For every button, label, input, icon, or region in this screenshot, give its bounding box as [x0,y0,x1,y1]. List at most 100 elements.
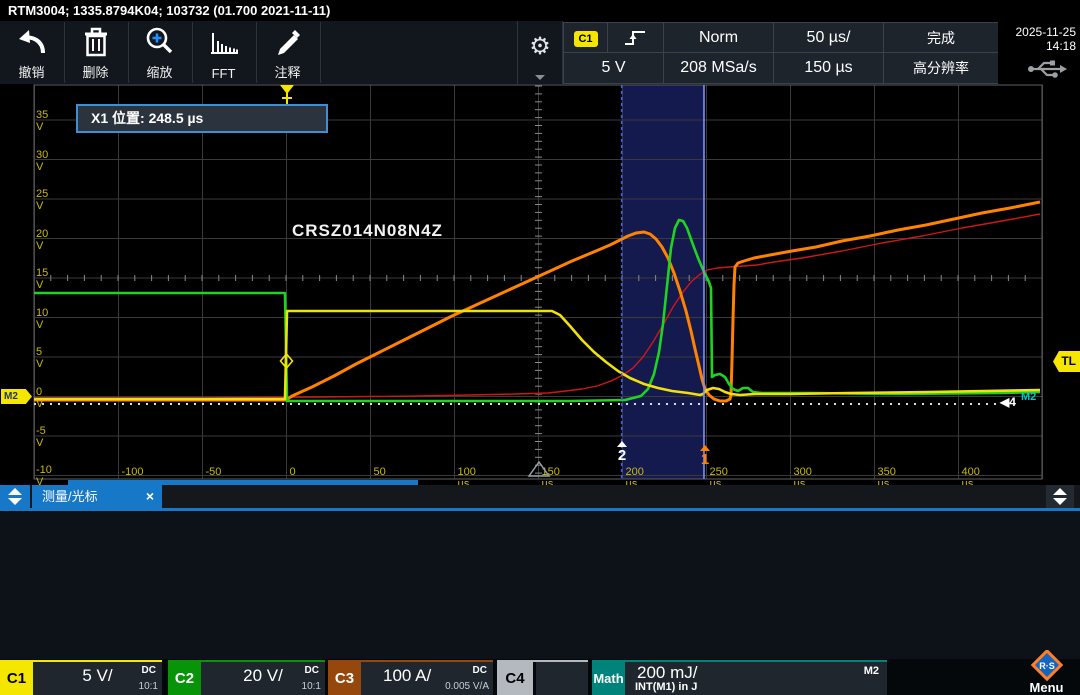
t-axis-label: -50 µs [205,466,222,490]
toolbar-separator [256,22,257,83]
undo-button[interactable]: 撤销 [0,21,63,84]
gear-icon: ⚙ [529,33,551,60]
trigger-position-marker[interactable] [278,85,296,107]
toolbar-separator [128,22,129,83]
channel-c1-widget[interactable]: C1 5 V/ DC 10:1 [0,660,162,695]
t-axis-label: 0 s [289,466,296,490]
channel-math-widget[interactable]: Math 200 mJ/ INT(M1) in J M2 [592,660,887,695]
v-axis-label: 35 V [36,109,49,133]
trash-icon [79,25,113,59]
trigger-level-flag[interactable]: TL [1053,351,1080,372]
toolbar-separator [64,22,65,83]
v-axis-label: -5 V [36,425,46,449]
trigger-mode-cell[interactable]: Norm [663,22,774,53]
rising-edge-icon [608,27,663,49]
t-axis-label: -100 µs [121,466,144,490]
panel-updown-left[interactable] [0,485,30,508]
undo-icon [14,25,50,59]
trigger-source-cell[interactable]: C1 [563,22,608,53]
zoom-icon [143,25,177,59]
annotation-text: CRSZ014N08N4Z [292,221,443,240]
trigger-slope-cell[interactable] [607,22,664,53]
math-scale: 200 mJ/ [637,663,698,682]
arrow-up-icon [8,488,22,495]
usb-icon [1026,57,1068,81]
cursor2-handle[interactable]: 2 [613,441,631,464]
c1-scale: 5 V/ [82,666,113,685]
channel-ground-marker[interactable]: M2 [1,389,32,404]
sample-rate-cell[interactable]: 208 MSa/s [663,52,774,84]
horizontal-scroll-indicator[interactable] [68,480,418,485]
arrow-down-icon [1053,498,1067,505]
channel-bar: C1 5 V/ DC 10:1 C2 20 V/ DC 10:1 C3 100 … [0,659,1080,695]
v-axis-label: 25 V [36,188,49,212]
menu-button[interactable]: R·S Menu [1013,650,1080,695]
vertical-scale-cell[interactable]: 5 V [563,52,664,84]
t-axis-label: 350 µs [877,466,896,490]
reference-point-marker[interactable] [526,459,552,479]
cursor1-handle[interactable]: 1 [696,445,714,468]
timebase-cell[interactable]: 50 µs/ [773,22,884,53]
datetime-block: 2025-11-25 14:18 [998,21,1080,84]
toolbar-separator [192,22,193,83]
v-axis-label: 5 V [36,346,44,370]
v-axis-label: 30 V [36,148,49,173]
tab-measure-cursor[interactable]: 测量/光标 × [32,485,162,508]
c3-probe: 0.005 V/A [445,681,489,692]
v-axis-label: 10 V [36,306,49,331]
acquisition-status-cell[interactable]: 完成 [883,22,999,53]
c3-scale: 100 A/ [383,666,432,685]
date-text: 2025-11-25 [1015,25,1077,39]
trigger-source-badge: C1 [573,30,598,47]
math-ref: M2 [863,665,879,677]
record-length-cell[interactable]: 150 µs [773,52,884,84]
cursor1-arrow-icon [700,445,710,451]
close-icon[interactable]: × [145,488,154,504]
c4-ground-marker[interactable]: ◀4 [1000,395,1016,409]
toolbar: 撤销 删除 缩放 FFT 注释 [0,21,517,84]
settings-gear-column[interactable]: ⚙ [517,21,563,84]
c2-probe: 10:1 [301,681,321,692]
arrow-up-icon [1053,488,1067,495]
c3-label: C3 [328,662,361,695]
c1-label: C1 [0,662,33,695]
measurement-panel: C1Vp+: 12.026 VC2Vp+: 91.673 VC3[]Vp+: 4… [0,511,1080,659]
fft-icon [206,25,242,59]
v-axis-label: -10 V [36,464,52,488]
math-detail: INT(M1) in J [635,681,698,693]
v-axis-label: 20 V [36,227,49,252]
channel-c2-widget[interactable]: C2 20 V/ DC 10:1 [168,660,325,695]
c2-coupling: DC [304,665,319,676]
annotate-icon [271,25,305,59]
rs-logo-icon: R·S [1028,650,1066,684]
cursor2-arrow-icon [617,441,627,447]
t-axis-label: 150 µs [541,466,560,490]
channel-c4-widget[interactable]: C4 [497,660,588,695]
c1-probe: 10:1 [138,681,158,692]
c4-label: C4 [497,662,533,695]
svg-text:R·S: R·S [1039,661,1055,671]
arrow-down-icon [8,498,22,505]
tab-underline [0,508,1080,511]
toolbar-separator [320,22,321,83]
waveform-plot [33,84,1043,480]
resolution-mode-cell[interactable]: 高分辨率 [883,52,999,84]
c2-scale: 20 V/ [243,666,283,685]
v-axis-label: 15 V [36,267,49,291]
delete-button[interactable]: 删除 [64,21,127,84]
cursor-position-tooltip: X1 位置: 248.5 µs [76,104,328,133]
time-text: 14:18 [1045,39,1076,53]
fft-button[interactable]: FFT [192,21,255,84]
zoom-button[interactable]: 缩放 [128,21,191,84]
panel-updown-right[interactable] [1046,485,1074,508]
annotate-button[interactable]: 注释 [256,21,319,84]
t-axis-label: 250 µs [709,466,728,490]
c1-coupling: DC [141,665,156,676]
result-tab-bar: 测量/光标 × [0,485,1080,508]
channel-c3-widget[interactable]: C3 100 A/ DC 0.005 V/A [328,660,493,695]
c3-coupling: DC [472,665,487,676]
m2-trace-label: M2 [1021,391,1037,403]
t-axis-label: 100 µs [457,466,476,490]
